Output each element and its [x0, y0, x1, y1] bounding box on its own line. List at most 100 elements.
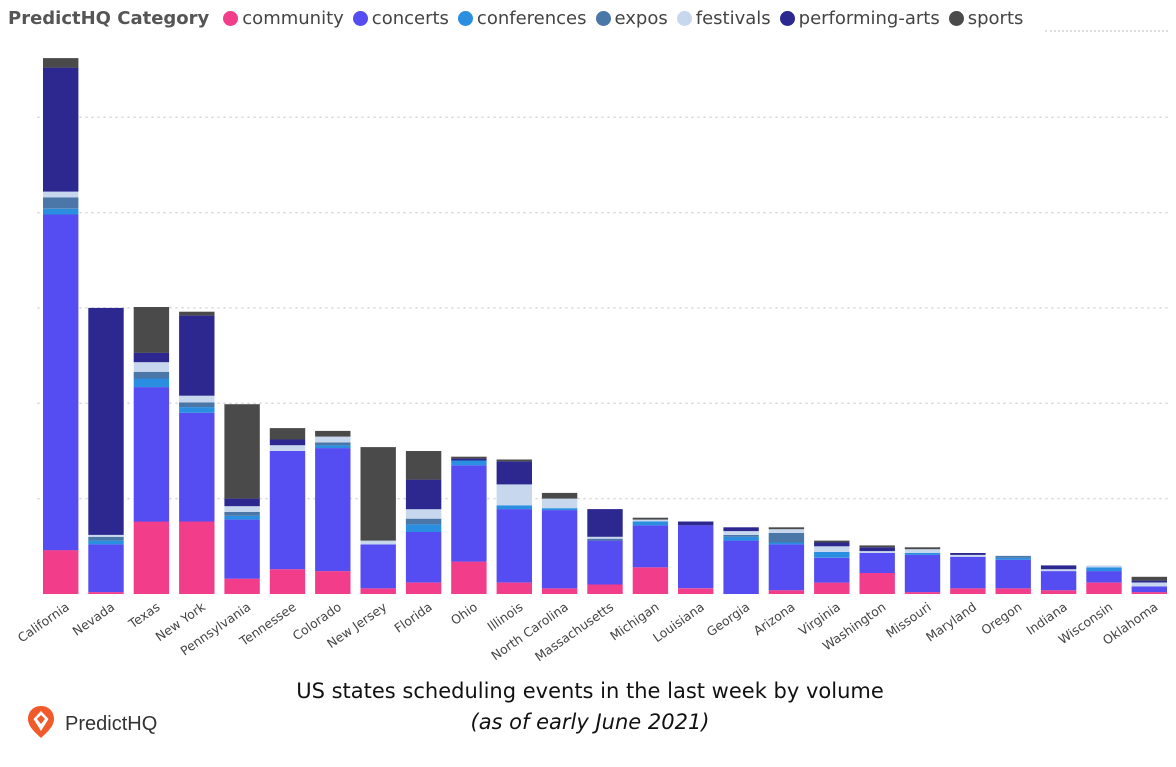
- bar-segment-concerts[interactable]: [133, 387, 170, 522]
- bar-segment-concerts[interactable]: [678, 525, 714, 589]
- bar-segment-community[interactable]: [1086, 582, 1122, 594]
- bar-segment-performing-arts[interactable]: [1040, 565, 1077, 570]
- legend-item-community[interactable]: community: [223, 8, 344, 29]
- bar-segment-sports[interactable]: [269, 428, 306, 440]
- bar-segment-concerts[interactable]: [179, 412, 215, 522]
- bar-segment-concerts[interactable]: [541, 510, 578, 589]
- bar-segment-performing-arts[interactable]: [451, 458, 487, 461]
- bar-segment-conferences[interactable]: [496, 505, 532, 510]
- bar-segment-performing-arts[interactable]: [133, 352, 170, 363]
- bar-segment-concerts[interactable]: [405, 532, 442, 583]
- bar-segment-performing-arts[interactable]: [859, 547, 895, 552]
- bar-segment-community[interactable]: [541, 588, 578, 594]
- bar-segment-performing-arts[interactable]: [587, 509, 623, 537]
- bar-segment-expos[interactable]: [133, 371, 170, 379]
- bar-segment-sports[interactable]: [43, 58, 79, 68]
- bar-segment-concerts[interactable]: [88, 544, 124, 593]
- bar-segment-sports[interactable]: [814, 540, 850, 543]
- bar-segment-concerts[interactable]: [269, 451, 306, 570]
- bar-segment-community[interactable]: [768, 590, 805, 594]
- bar-segment-festivals[interactable]: [179, 395, 215, 403]
- bar-segment-community[interactable]: [315, 571, 351, 594]
- legend-item-concerts[interactable]: concerts: [352, 8, 449, 29]
- bar-segment-sports[interactable]: [541, 492, 578, 499]
- bar-segment-concerts[interactable]: [1131, 586, 1167, 593]
- bar-segment-conferences[interactable]: [133, 378, 170, 388]
- bar-segment-community[interactable]: [950, 588, 986, 594]
- bar-segment-community[interactable]: [1040, 590, 1077, 594]
- bar-segment-performing-arts[interactable]: [224, 498, 260, 507]
- bar-segment-conferences[interactable]: [995, 557, 1031, 560]
- bar-segment-conferences[interactable]: [904, 553, 941, 555]
- bar-segment-concerts[interactable]: [587, 540, 623, 585]
- bar-segment-expos[interactable]: [723, 534, 759, 537]
- bar-segment-sports[interactable]: [1131, 576, 1167, 581]
- bar-segment-concerts[interactable]: [814, 557, 850, 583]
- bar-segment-festivals[interactable]: [1131, 582, 1167, 587]
- bar-segment-community[interactable]: [995, 588, 1031, 594]
- bar-segment-concerts[interactable]: [950, 556, 986, 589]
- bar-segment-festivals[interactable]: [496, 484, 532, 506]
- bar-segment-festivals[interactable]: [814, 546, 850, 552]
- bar-segment-festivals[interactable]: [133, 362, 170, 372]
- bar-segment-festivals[interactable]: [315, 436, 351, 443]
- legend-item-festivals[interactable]: festivals: [676, 8, 771, 29]
- bar-segment-performing-arts[interactable]: [814, 542, 850, 547]
- bar-segment-expos[interactable]: [995, 555, 1031, 558]
- legend-item-sports[interactable]: sports: [948, 8, 1023, 29]
- bar-segment-performing-arts[interactable]: [43, 67, 79, 192]
- bar-segment-expos[interactable]: [405, 518, 442, 525]
- bar-segment-conferences[interactable]: [814, 552, 850, 558]
- legend-item-expos[interactable]: expos: [595, 8, 668, 29]
- bar-segment-community[interactable]: [496, 582, 532, 594]
- bar-segment-expos[interactable]: [768, 533, 805, 543]
- bar-segment-sports[interactable]: [904, 547, 941, 550]
- bar-segment-performing-arts[interactable]: [678, 521, 714, 526]
- bar-segment-conferences[interactable]: [43, 208, 79, 215]
- bar-segment-expos[interactable]: [224, 512, 260, 516]
- bar-segment-concerts[interactable]: [995, 559, 1031, 589]
- bar-segment-community[interactable]: [451, 561, 487, 594]
- bar-segment-community[interactable]: [224, 578, 260, 594]
- bar-segment-concerts[interactable]: [224, 519, 260, 579]
- bar-segment-conferences[interactable]: [224, 515, 260, 520]
- bar-segment-community[interactable]: [133, 521, 170, 595]
- bar-segment-community[interactable]: [859, 573, 895, 594]
- bar-segment-concerts[interactable]: [496, 509, 532, 583]
- bar-segment-concerts[interactable]: [43, 214, 79, 551]
- bar-segment-sports[interactable]: [405, 451, 442, 480]
- bar-segment-community[interactable]: [678, 588, 714, 594]
- bar-segment-sports[interactable]: [768, 527, 805, 530]
- bar-segment-festivals[interactable]: [360, 540, 396, 545]
- bar-segment-concerts[interactable]: [1040, 571, 1077, 591]
- bar-segment-sports[interactable]: [496, 459, 532, 462]
- bar-segment-conferences[interactable]: [179, 407, 215, 413]
- bar-segment-conferences[interactable]: [1086, 567, 1122, 572]
- bar-segment-conferences[interactable]: [315, 445, 351, 449]
- bar-segment-concerts[interactable]: [632, 525, 669, 568]
- bar-segment-festivals[interactable]: [723, 531, 759, 535]
- bar-segment-performing-arts[interactable]: [723, 527, 759, 532]
- bar-segment-festivals[interactable]: [1086, 565, 1122, 568]
- bar-segment-conferences[interactable]: [451, 460, 487, 466]
- bar-segment-performing-arts[interactable]: [950, 553, 986, 555]
- bar-segment-festivals[interactable]: [768, 529, 805, 533]
- bar-segment-concerts[interactable]: [768, 544, 805, 591]
- bar-segment-festivals[interactable]: [859, 551, 895, 553]
- bar-segment-concerts[interactable]: [451, 465, 487, 562]
- bar-segment-expos[interactable]: [179, 402, 215, 408]
- bar-segment-performing-arts[interactable]: [496, 461, 532, 485]
- bar-segment-conferences[interactable]: [405, 524, 442, 532]
- legend-item-performing-arts[interactable]: performing-arts: [779, 8, 940, 29]
- legend-item-conferences[interactable]: conferences: [457, 8, 587, 29]
- bar-segment-festivals[interactable]: [43, 191, 79, 198]
- bar-segment-performing-arts[interactable]: [405, 479, 442, 510]
- bar-segment-sports[interactable]: [360, 447, 396, 541]
- bar-segment-performing-arts[interactable]: [269, 439, 306, 446]
- bar-segment-performing-arts[interactable]: [1131, 580, 1167, 583]
- bar-segment-conferences[interactable]: [88, 540, 124, 545]
- bar-segment-community[interactable]: [360, 588, 396, 594]
- bar-segment-festivals[interactable]: [269, 445, 306, 451]
- bar-segment-festivals[interactable]: [587, 536, 623, 539]
- bar-segment-concerts[interactable]: [859, 553, 895, 573]
